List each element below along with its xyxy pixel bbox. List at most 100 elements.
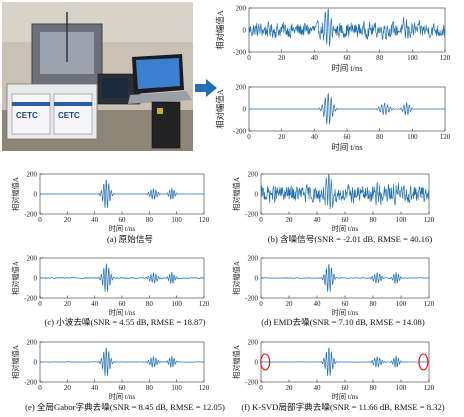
cetc-logo-left: CETC	[16, 111, 38, 120]
xtick-label: 80	[146, 300, 154, 308]
xtick-label: 0	[38, 300, 42, 308]
xtick-label: 0	[247, 133, 251, 141]
xtick-label: 0	[259, 384, 263, 392]
caption-a: (a) 原始信号	[107, 233, 153, 244]
xtick-label: 40	[311, 54, 319, 62]
xtick-label: 20	[286, 300, 294, 308]
xtick-label: 120	[424, 300, 435, 308]
xtick-label: 20	[286, 216, 294, 224]
x-axis-label: 时间 t/ns	[109, 224, 136, 233]
caption-e: (e) 全局Gabor字典去噪(SNR = 8.45 dB, RMSE = 12…	[25, 401, 225, 412]
ytick-label: 200	[27, 170, 38, 178]
xtick-label: 100	[396, 300, 407, 308]
ytick-label: 200	[248, 254, 259, 262]
highlight-ellipse	[418, 353, 429, 371]
ytick-label: 200	[236, 83, 247, 91]
ytick-label: 200	[27, 338, 38, 346]
x-axis-label: 时间 t/ns	[332, 63, 363, 73]
xtick-label: 60	[342, 384, 350, 392]
xtick-label: 80	[146, 216, 154, 224]
xtick-label: 60	[342, 300, 350, 308]
xtick-label: 60	[119, 300, 127, 308]
xtick-label: 40	[91, 300, 99, 308]
xtick-label: 100	[396, 384, 407, 392]
ytick-label: 200	[248, 338, 259, 346]
ytick-label: 0	[34, 358, 38, 366]
signal-line-top-noisy	[248, 8, 446, 47]
signal-line-e	[39, 347, 205, 377]
y-axis-label: 相对幅值A	[232, 260, 241, 295]
caption-d: (d) EMD去噪(SNR = 7.10 dB, RMSE = 14.08)	[261, 316, 425, 327]
ytick-label: -200	[233, 48, 246, 56]
signal-line-f	[260, 347, 430, 377]
cetc-logo-right: CETC	[58, 111, 80, 120]
ytick-label: 200	[27, 254, 38, 262]
ytick-label: 200	[248, 170, 259, 178]
signal-line-top-clean	[249, 93, 445, 125]
arrow-right-icon	[195, 79, 217, 97]
xtick-label: 0	[247, 54, 251, 62]
y-axis-label: 相对幅值A	[215, 10, 225, 50]
xtick-label: 60	[344, 54, 352, 62]
xtick-label: 80	[376, 133, 384, 141]
ytick-label: 200	[236, 4, 247, 12]
caption-f: (f) K-SVD局部字典去噪(SNR = 11.66 dB, RMSE = 8…	[241, 401, 444, 412]
y-axis-label: 相对幅值A	[232, 344, 241, 379]
highlight-ellipse	[260, 353, 271, 371]
xtick-label: 120	[424, 384, 435, 392]
signal-line-b	[260, 173, 430, 210]
xtick-label: 60	[119, 384, 127, 392]
ytick-label: 0	[255, 274, 259, 282]
x-axis-label: 时间 t/ns	[109, 392, 136, 401]
ytick-label: -200	[24, 378, 37, 386]
x-axis-label: 时间 t/ns	[109, 308, 136, 317]
caption-c: (c) 小波去噪(SNR = 4.55 dB, RMSE = 18.87)	[44, 316, 205, 327]
xtick-label: 120	[440, 133, 451, 141]
ytick-label: 0	[243, 105, 247, 113]
ytick-label: -200	[245, 294, 258, 302]
ytick-label: -200	[245, 378, 258, 386]
xtick-label: 40	[91, 216, 99, 224]
xtick-label: 20	[286, 384, 294, 392]
ytick-label: -200	[233, 127, 246, 135]
ytick-label: 0	[34, 190, 38, 198]
x-axis-label: 时间 t/ns	[332, 142, 363, 152]
xtick-label: 40	[311, 133, 319, 141]
xtick-label: 80	[376, 54, 384, 62]
xtick-label: 0	[259, 216, 263, 224]
xtick-label: 60	[342, 216, 350, 224]
xtick-label: 40	[314, 216, 322, 224]
xtick-label: 120	[199, 216, 210, 224]
xtick-label: 20	[64, 300, 72, 308]
xtick-label: 120	[199, 300, 210, 308]
xtick-label: 120	[199, 384, 210, 392]
xtick-label: 0	[38, 216, 42, 224]
xtick-label: 40	[314, 384, 322, 392]
xtick-label: 100	[396, 216, 407, 224]
ytick-label: 0	[255, 190, 259, 198]
xtick-label: 0	[259, 300, 263, 308]
ytick-label: -200	[245, 210, 258, 218]
signal-line-d	[260, 263, 430, 292]
y-axis-label: 相对幅值A	[11, 344, 20, 379]
xtick-label: 20	[278, 54, 286, 62]
xtick-label: 0	[38, 384, 42, 392]
ytick-label: 0	[243, 26, 247, 34]
y-axis-label: 相对幅值A	[11, 176, 20, 211]
xtick-label: 80	[370, 300, 378, 308]
ytick-label: 0	[255, 358, 259, 366]
x-axis-label: 时间 t/ns	[332, 224, 359, 233]
xtick-label: 120	[440, 54, 451, 62]
y-axis-label: 相对幅值A	[215, 89, 225, 129]
xtick-label: 80	[370, 384, 378, 392]
xtick-label: 100	[171, 216, 182, 224]
xtick-label: 100	[407, 54, 418, 62]
lab-equipment-photo: CETC CETC	[2, 2, 193, 151]
